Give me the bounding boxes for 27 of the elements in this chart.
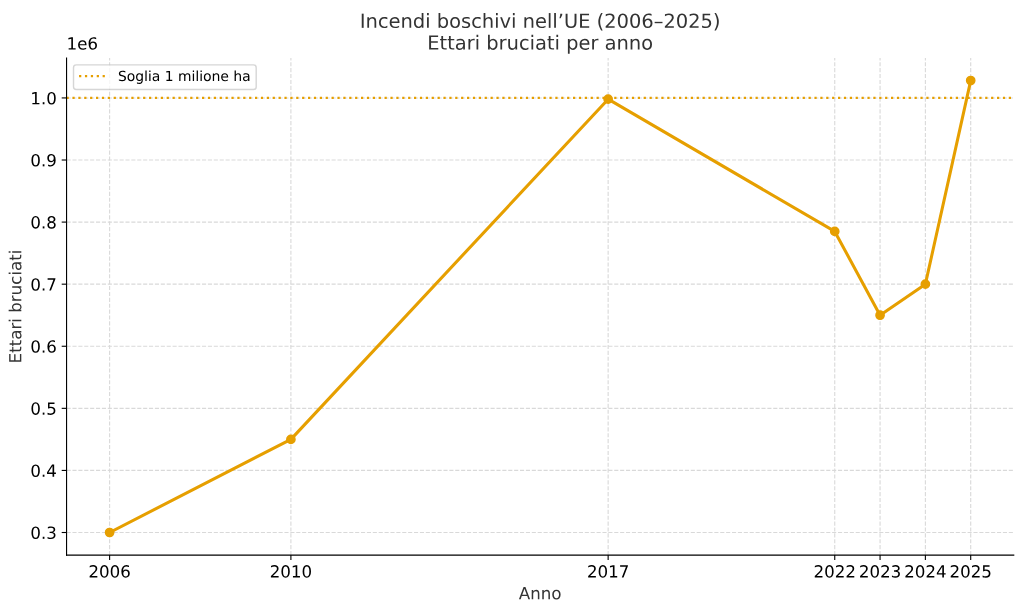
y-tick-label: 0.7 [31, 278, 56, 291]
text: 1e6 [68, 37, 97, 50]
point [829, 226, 840, 237]
point [920, 279, 931, 290]
y-tick-label: 0.8 [31, 216, 56, 229]
point [875, 310, 885, 321]
y-tick-label: 0.5 [31, 402, 56, 415]
point [603, 94, 614, 105]
point [286, 434, 296, 445]
y-tick-label: 0.6 [31, 340, 56, 353]
x-tick-label: 2025 [950, 565, 991, 578]
y-tick-label: 0.4 [31, 464, 56, 477]
y-axis-title: Ettari bruciati [8, 251, 22, 362]
x-tick-label: 2010 [270, 565, 311, 578]
legend-label: Soglia 1 milione ha [118, 70, 250, 84]
x-axis-title: Anno [518, 587, 561, 600]
x-tick-label: 2022 [814, 565, 855, 578]
x-tick-label: 2024 [905, 565, 946, 578]
point [965, 75, 976, 86]
point [104, 527, 115, 538]
chart-title: Incendi boschivi nell’UE (2006–2025) Ettari bruciati per anno [361, 13, 719, 54]
x-tick-label: 2023 [860, 565, 900, 578]
x-tick-label: 2017 [588, 565, 628, 578]
x-tick-label: 2006 [89, 565, 130, 578]
y-tick-label: 1.0 [32, 91, 56, 105]
y-tick-label: 0.9 [31, 153, 56, 167]
y-tick-label: 0.3 [31, 526, 56, 540]
